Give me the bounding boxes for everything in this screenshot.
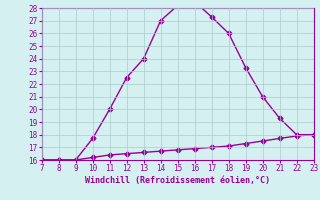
X-axis label: Windchill (Refroidissement éolien,°C): Windchill (Refroidissement éolien,°C) (85, 176, 270, 185)
